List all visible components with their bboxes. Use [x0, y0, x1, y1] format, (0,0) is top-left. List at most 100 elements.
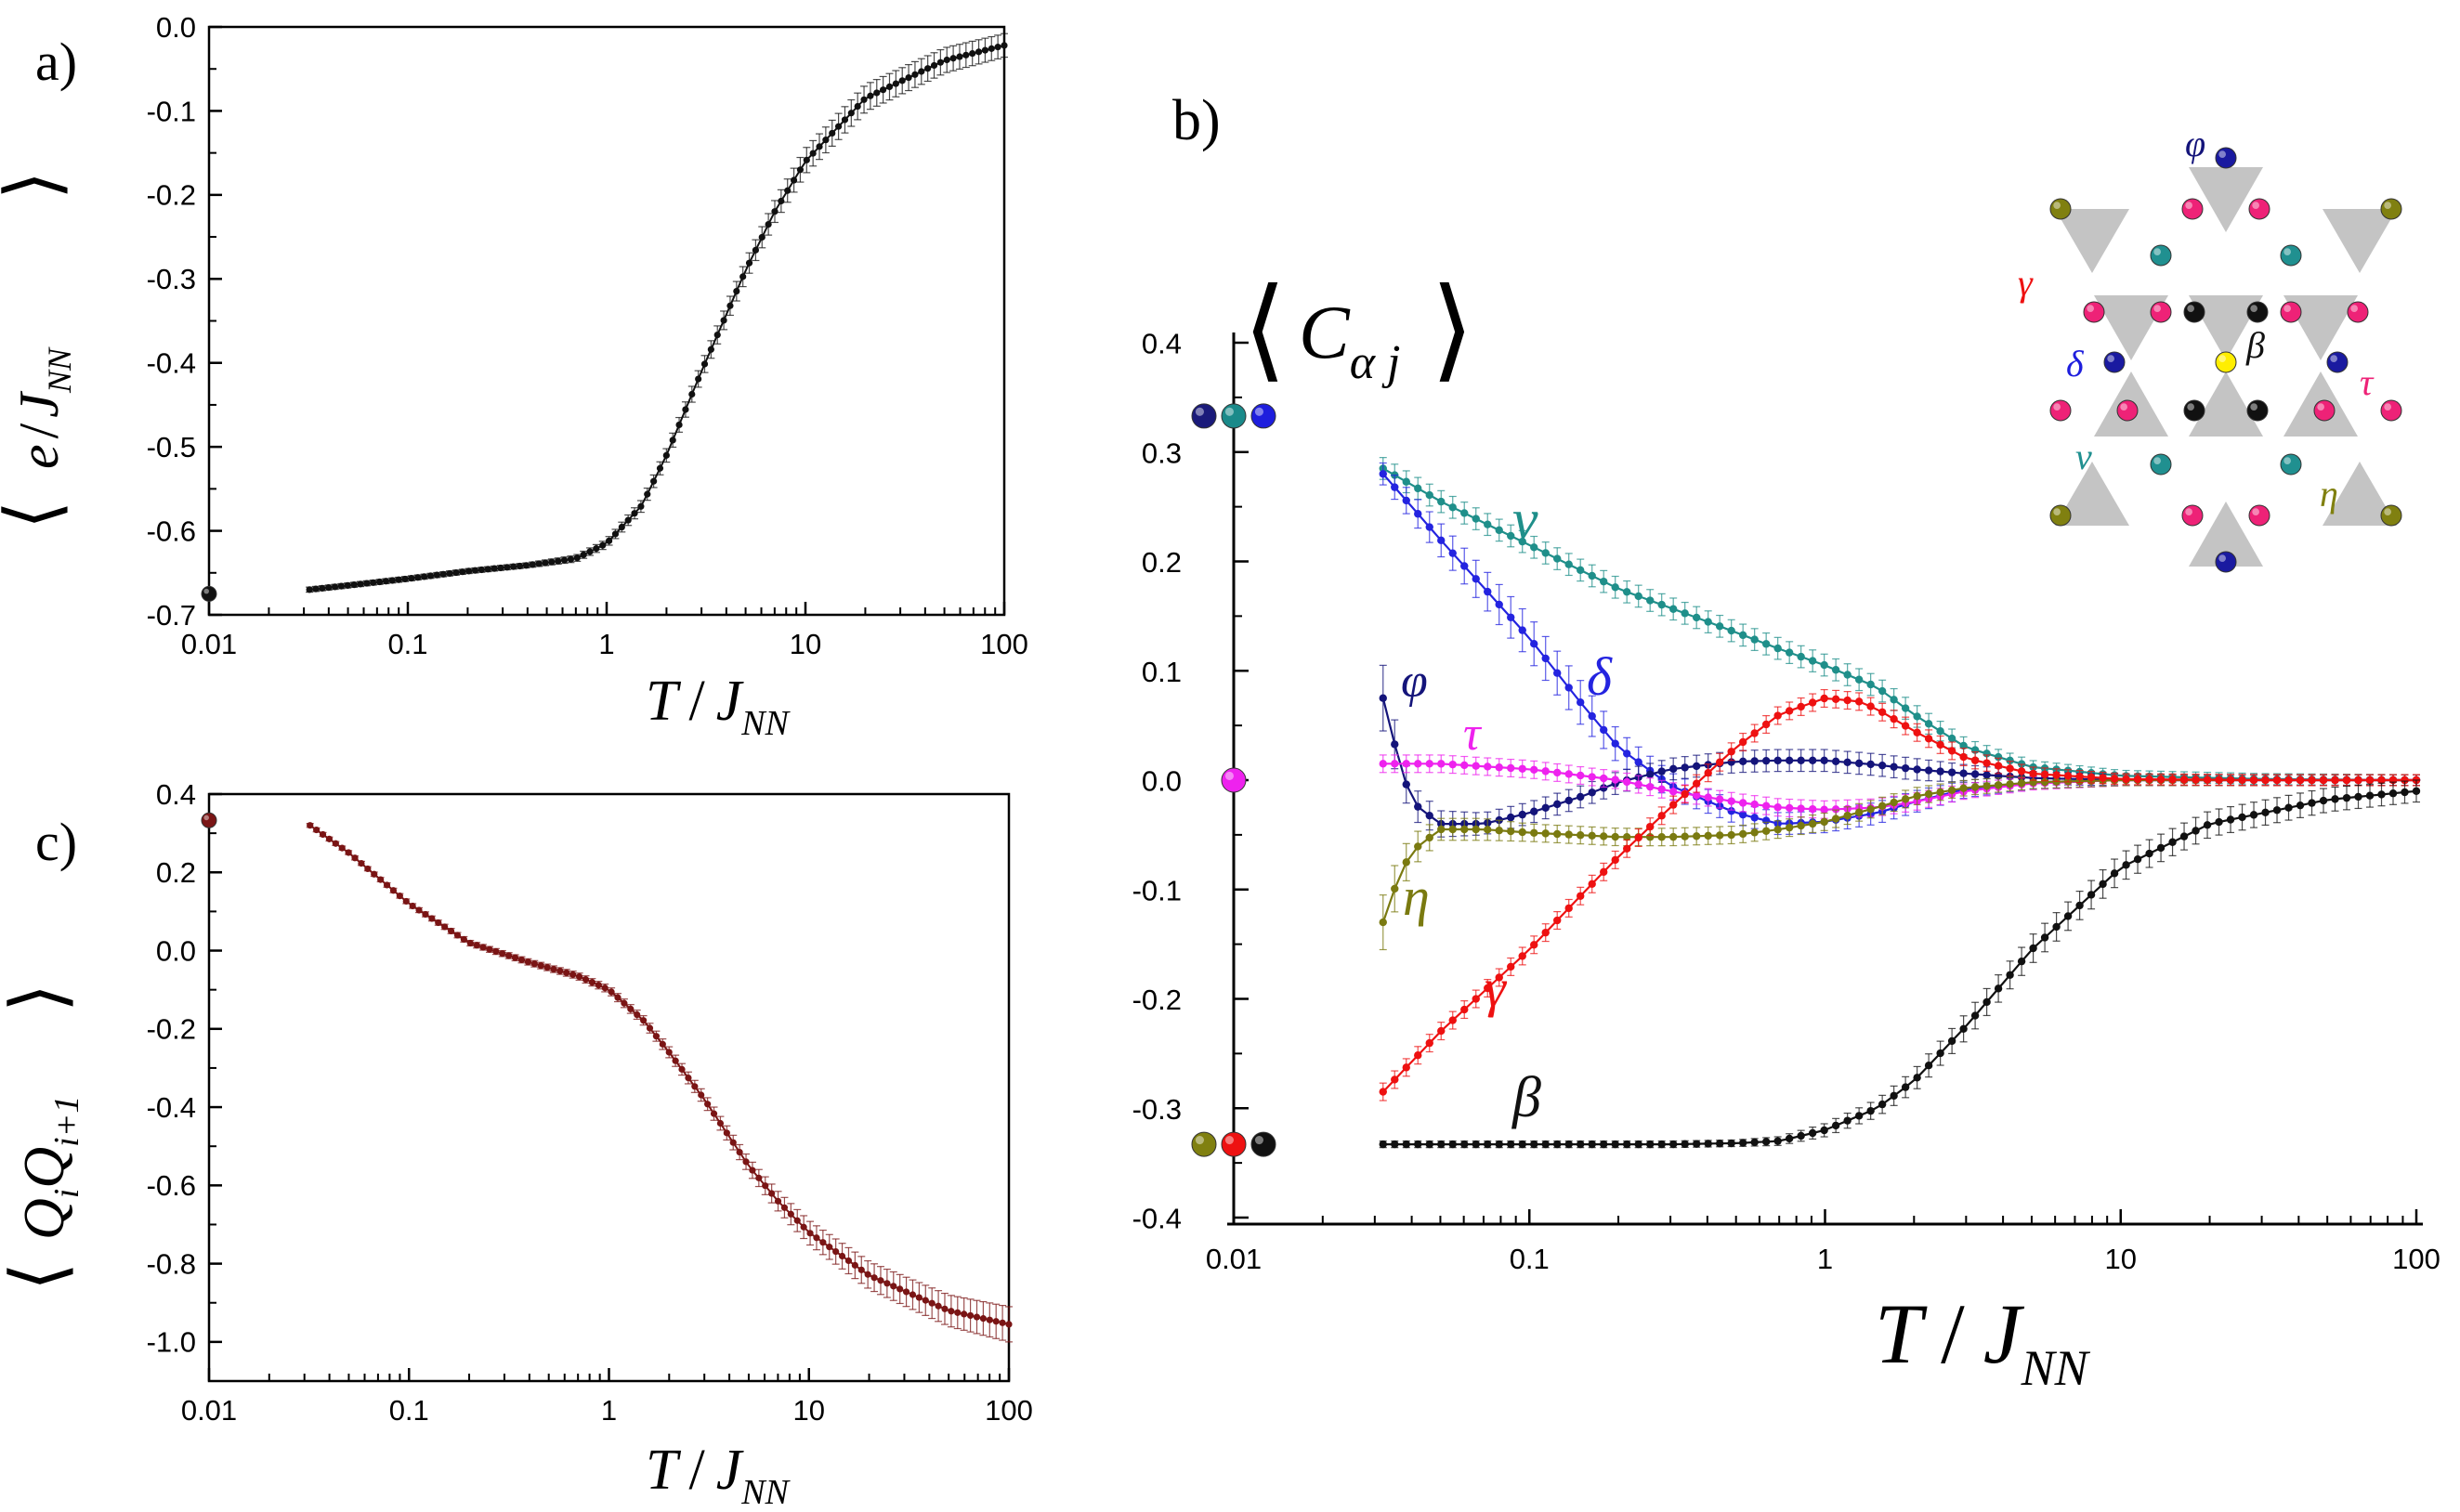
y-tick-label: -0.3	[147, 263, 196, 295]
series-QQ	[306, 822, 1013, 1343]
lattice-site	[2215, 551, 2237, 573]
x-tick-label: 0.01	[1206, 1243, 1262, 1275]
panel-b-ylabel-sub: α j	[1350, 336, 1401, 389]
data-point	[1005, 1321, 1013, 1328]
panel-a-xlabel-text: T / JNN	[646, 670, 792, 743]
ground-state-ball	[1221, 1131, 1247, 1157]
lattice-site	[2380, 399, 2402, 422]
panel-c-ylabel-Q2: Q	[13, 1147, 76, 1189]
lattice-site	[2181, 198, 2204, 220]
x-tick-label: 10	[793, 1394, 825, 1427]
panel-c-xlabel-text: T / JNN	[646, 1439, 792, 1512]
annotation-gamma: γ	[1485, 958, 1508, 1018]
lattice-triangle	[2189, 371, 2263, 437]
lattice-label-delta: δ	[2066, 343, 2085, 385]
ground-state-ball-highlight	[1195, 1136, 1204, 1145]
lattice-site	[2181, 504, 2204, 527]
lattice-site	[2347, 301, 2369, 323]
data-point	[1001, 42, 1008, 49]
ground-state-ball	[1250, 403, 1276, 429]
x-tick-label: 10	[2105, 1243, 2137, 1275]
data-point	[1379, 694, 1387, 702]
annotation-tau: τ	[1463, 708, 1483, 761]
panel-c-xlabel-sub: NN	[740, 1473, 791, 1512]
x-tick-label: 1	[601, 1394, 617, 1427]
ground-state-marker-highlight	[203, 815, 209, 821]
lattice-site	[2049, 198, 2072, 220]
y-tick-label: 0.0	[156, 934, 196, 967]
x-tick-label: 100	[985, 1394, 1033, 1427]
lattice-site	[2246, 301, 2269, 323]
ground-state-ball	[1221, 403, 1247, 429]
x-tick-label: 1	[1817, 1243, 1833, 1275]
lattice-triangle	[2323, 209, 2397, 273]
panel-c-xlabel-sep: /	[688, 1439, 705, 1502]
panel-c-xlabel-T: T	[646, 1439, 682, 1502]
lattice-site-highlight	[2330, 355, 2337, 362]
y-tick-label: 0.1	[1142, 656, 1182, 688]
panel-c-ticks: 0.01 0.1 1 10 100 0.4 0.2 0.0 -0.2 -0.4 -0.6 -0.8 -1…	[147, 778, 1033, 1427]
ground-state-ball	[1250, 1131, 1276, 1157]
lattice-site-highlight	[2185, 508, 2192, 516]
ground-state-ball-highlight	[1224, 407, 1234, 416]
panel-c-ylabel-open: ⟨	[0, 1262, 80, 1291]
lattice-sites	[2049, 147, 2402, 573]
panel-b-ylabel-text: Cα j	[1299, 290, 1400, 389]
lattice-site-highlight	[2252, 508, 2259, 516]
panel-c-xlabel-J: J	[716, 1439, 744, 1502]
panel-a-xlabel: T / JNN	[646, 670, 792, 743]
lattice-site	[2116, 399, 2139, 422]
panel-a-ylabel-text: e / JNN	[8, 346, 78, 469]
lattice-site-highlight	[2384, 508, 2391, 516]
y-tick-label: -0.4	[147, 1091, 196, 1124]
ground-state-ball	[1221, 767, 1247, 793]
panel-b: b) 0.01 0.1 1 10 100 0.4 0.3 0.2 0.1 0.0 -0.1 -0.2 -…	[1132, 89, 2440, 1396]
lattice-site-highlight	[2053, 403, 2061, 411]
lattice-triangle	[2189, 502, 2263, 567]
panel-b-xlabel: T / JNN	[1875, 1286, 2091, 1396]
panel-a-xlabel-sub: NN	[740, 704, 791, 743]
series-line	[1382, 697, 2416, 1093]
lattice-site-highlight	[2384, 403, 2391, 411]
lattice-label-gamma: γ	[2018, 262, 2034, 304]
panel-a-ylabel-close: ⟩	[0, 171, 74, 200]
y-tick-label: -0.6	[147, 515, 196, 547]
x-tick-label: 100	[980, 628, 1028, 660]
x-tick-label: 1	[598, 628, 614, 660]
y-tick-label: 0.2	[1142, 546, 1182, 579]
y-tick-label: -0.1	[1132, 874, 1182, 906]
lattice-site	[2150, 301, 2172, 323]
y-tick-label: -0.5	[147, 431, 196, 463]
series-line	[308, 44, 1005, 591]
panel-b-ylabel: ⟨ Cα j ⟩	[1243, 267, 1474, 391]
lattice-site-highlight	[2120, 403, 2127, 411]
panel-b-ground-states	[1191, 403, 1276, 1157]
panel-b-xlabel-J: J	[1983, 1286, 2025, 1381]
data-point	[1379, 1140, 1387, 1149]
lattice-site	[2049, 504, 2072, 527]
lattice-site-highlight	[2187, 305, 2194, 312]
y-tick-label: -0.1	[147, 95, 196, 127]
x-tick-label: 100	[2392, 1243, 2440, 1275]
y-tick-label: -0.2	[1132, 984, 1182, 1016]
panel-a-ylabel: ⟨ ⟩ e / JNN	[0, 171, 78, 529]
lattice-site	[2380, 504, 2402, 527]
ground-state-ball	[1191, 1131, 1217, 1157]
lattice-site-highlight	[2250, 305, 2257, 312]
lattice-site-highlight	[2153, 248, 2161, 255]
panel-c-ylabel-sub-i1: i+1	[47, 1096, 86, 1147]
lattice-label-eta: η	[2320, 473, 2338, 515]
panel-c-ylabel-text: QiQi+1	[13, 1096, 86, 1240]
panel-c-ylabel-Q1: Q	[13, 1198, 76, 1240]
ground-state-marker-highlight	[203, 588, 209, 594]
lattice-triangles	[2055, 167, 2397, 567]
lattice-site	[2103, 351, 2126, 373]
lattice-site-highlight	[2384, 202, 2391, 209]
lattice-site	[2280, 453, 2302, 476]
lattice-site	[2150, 244, 2172, 267]
series-line	[1381, 778, 2416, 923]
lattice-triangle	[2189, 167, 2263, 232]
y-tick-label: 0.0	[156, 11, 196, 44]
panel-c-ylabel-sub-i: i	[47, 1189, 86, 1199]
panel-a-ticks: 0.01 0.1 1 10 100 0.0 -0.1 -0.2 -0.3 -0.4 -0.5 -0.6…	[147, 11, 1028, 660]
